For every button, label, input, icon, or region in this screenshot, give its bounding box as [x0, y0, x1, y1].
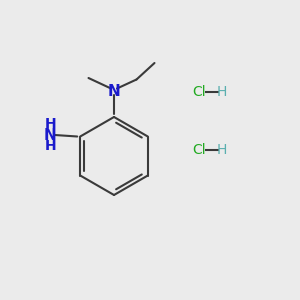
Text: H: H	[44, 140, 56, 153]
Text: H: H	[217, 143, 227, 157]
Text: Cl: Cl	[193, 85, 206, 98]
Text: Cl: Cl	[193, 143, 206, 157]
Text: H: H	[217, 85, 227, 98]
Text: N: N	[108, 84, 120, 99]
Text: N: N	[44, 128, 57, 142]
Text: H: H	[44, 117, 56, 130]
